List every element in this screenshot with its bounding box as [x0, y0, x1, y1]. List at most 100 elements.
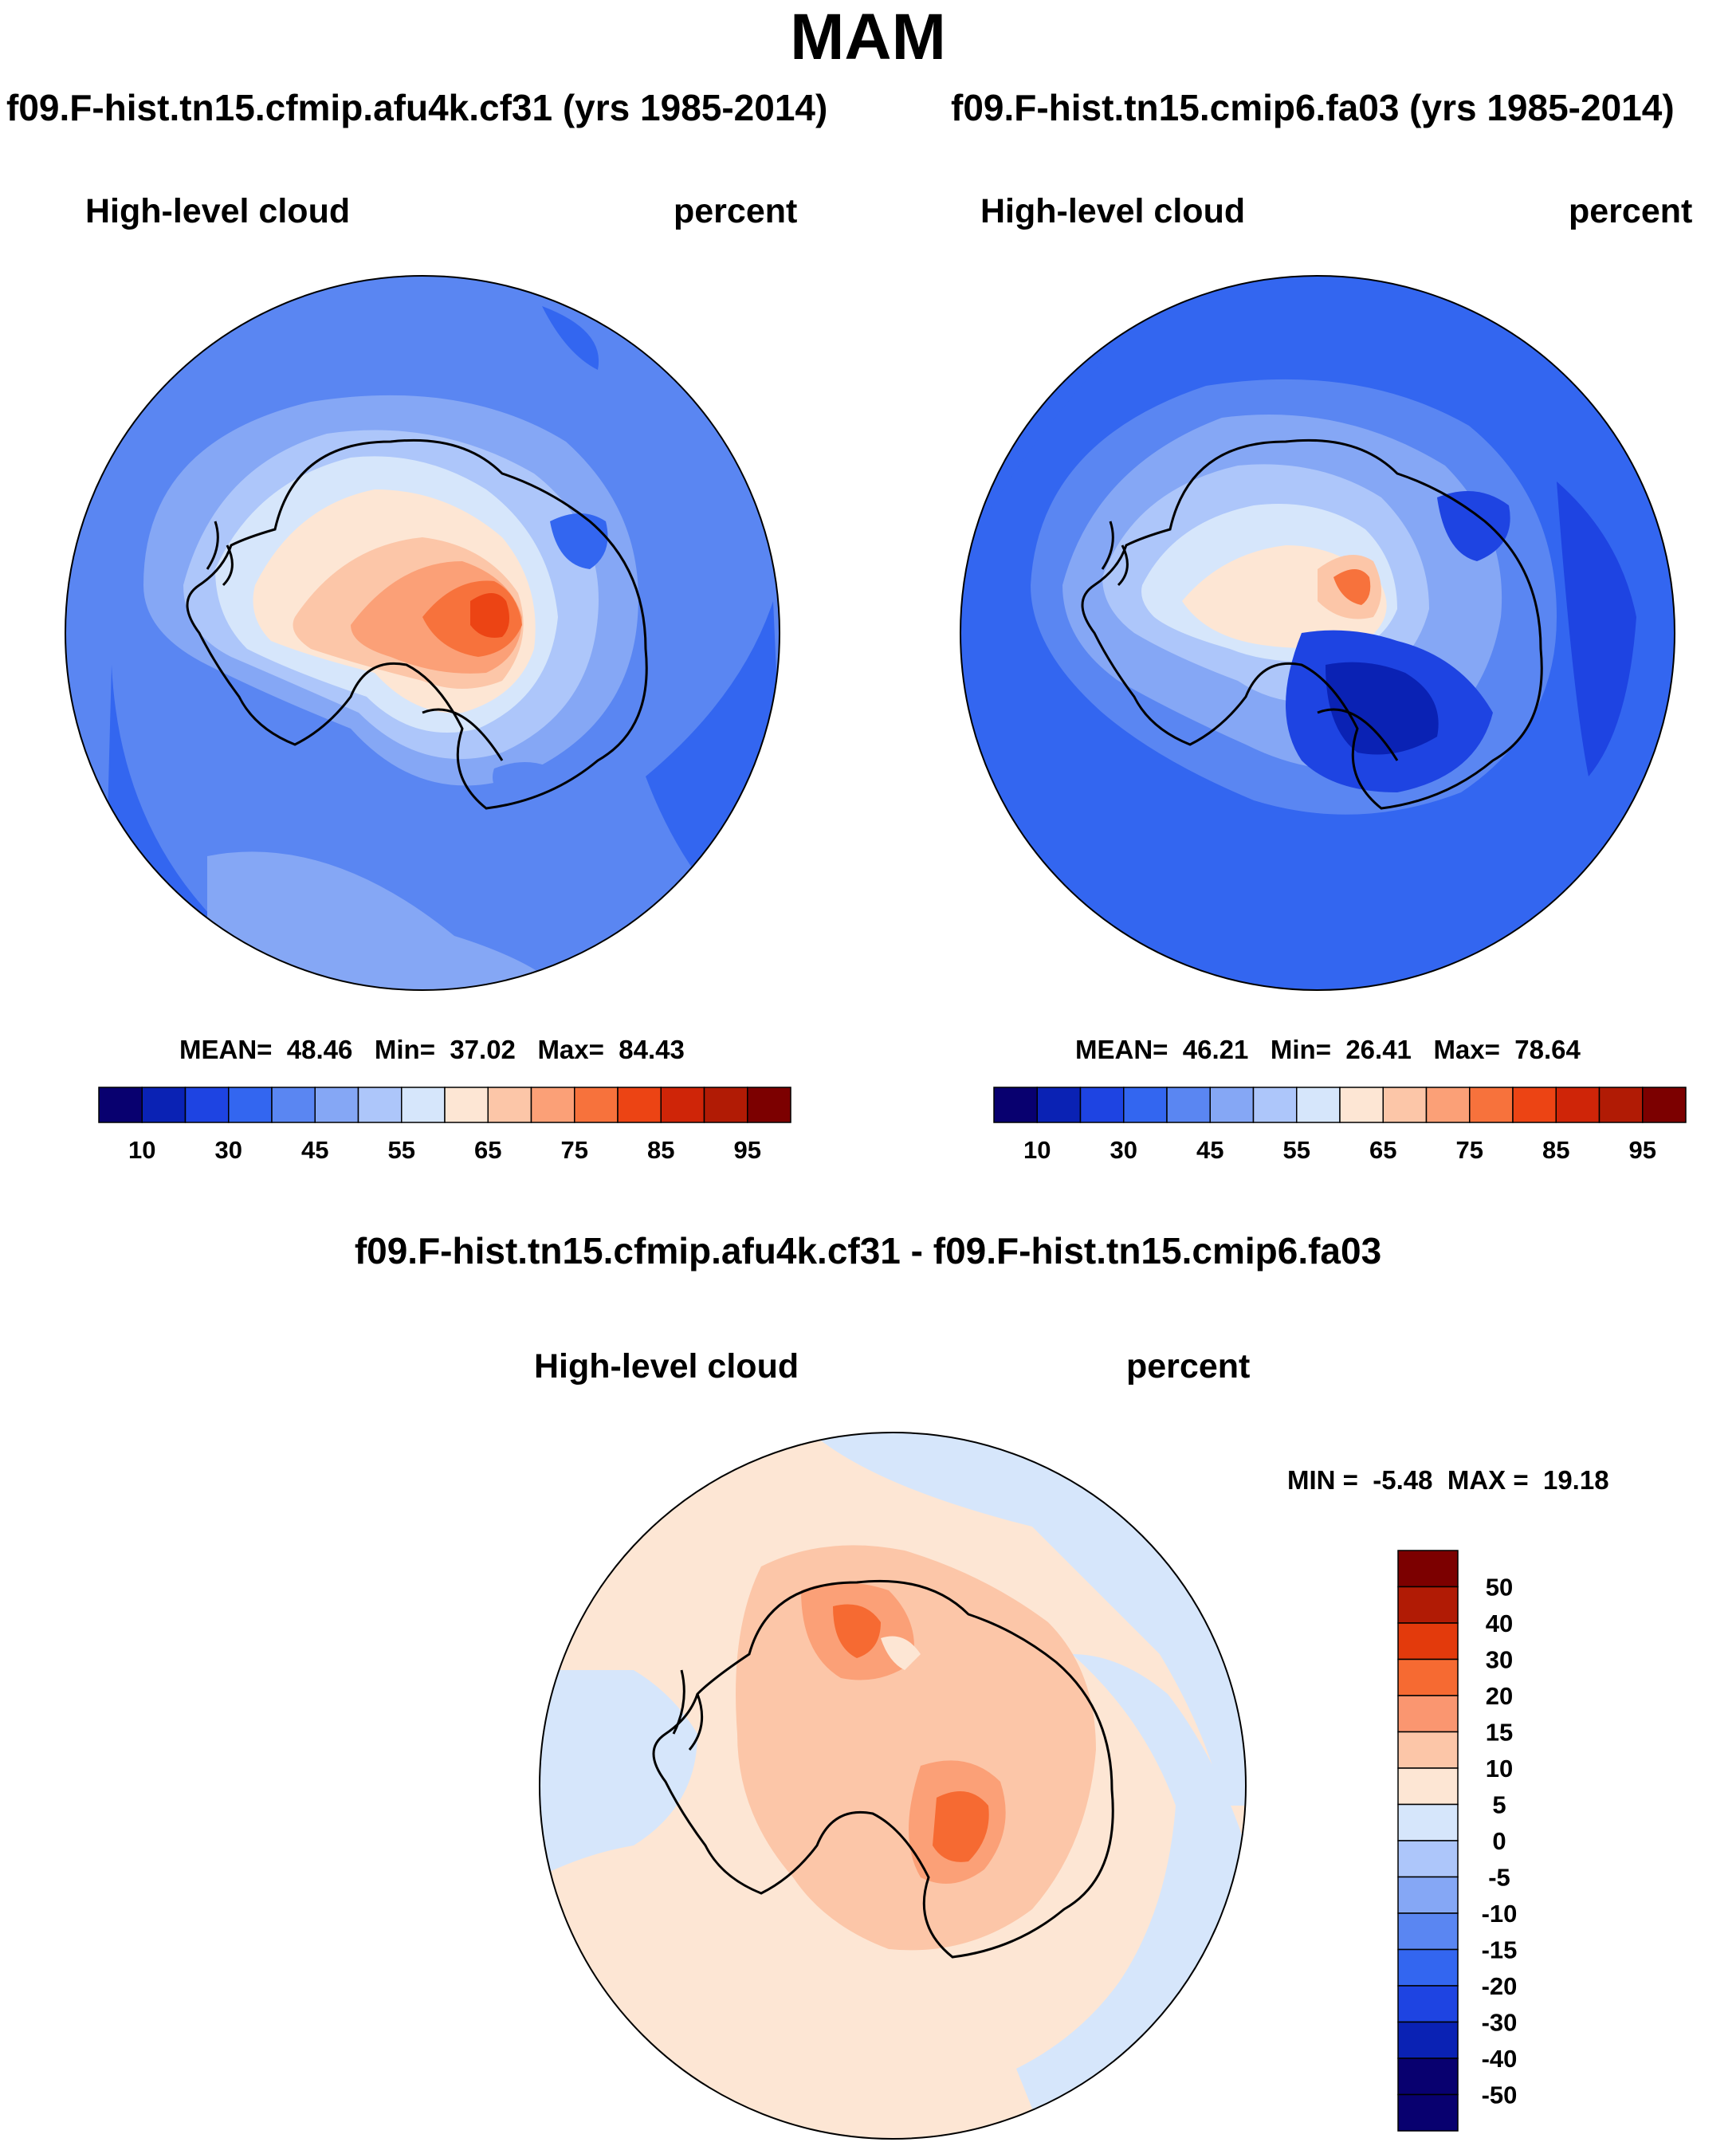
left-colorbar-swatch: [617, 1087, 662, 1123]
diff-colorbar-swatch: [1397, 1586, 1459, 1624]
diff-min-value: -5.48: [1373, 1465, 1433, 1495]
left-colorbar-swatch: [703, 1087, 748, 1123]
left-panel-title: f09.F-hist.tn15.cfmip.afu4k.cf31 (yrs 19…: [6, 87, 828, 128]
diff-colorbar-tick-label: -40: [1482, 2045, 1518, 2073]
right-max-label: Max=: [1433, 1035, 1500, 1064]
figure-title: MAM: [790, 1, 946, 73]
diff-colorbar-swatch: [1397, 1948, 1459, 1987]
diff-colorbar-tick-label: 10: [1486, 1755, 1513, 1782]
diff-colorbar-tick-label: -20: [1482, 1972, 1518, 2000]
left-colorbar-tick-label: 95: [734, 1136, 761, 1164]
right-min-label: Min=: [1270, 1035, 1331, 1064]
diff-map: [539, 1432, 1247, 2140]
right-colorbar-swatch: [1339, 1087, 1384, 1123]
left-colorbar-tick-label: 85: [647, 1136, 674, 1164]
left-variable-label: High-level cloud: [85, 192, 351, 230]
right-colorbar-tick-label: 95: [1629, 1136, 1656, 1164]
right-colorbar-swatch: [1123, 1087, 1168, 1123]
right-colorbar-swatch: [1209, 1087, 1255, 1123]
diff-colorbar-swatch: [1397, 2058, 1459, 2096]
diff-colorbar-swatch: [1397, 1803, 1459, 1841]
diff-variable-label: High-level cloud: [534, 1347, 799, 1385]
left-min-value: 37.02: [450, 1035, 516, 1064]
diff-colorbar-tick-label: -15: [1482, 1936, 1518, 1964]
left-colorbar-swatch: [401, 1087, 446, 1123]
left-colorbar-swatch: [660, 1087, 705, 1123]
right-colorbar-swatch: [993, 1087, 1038, 1123]
diff-panel-title: f09.F-hist.tn15.cfmip.afu4k.cf31 - f09.F…: [354, 1230, 1382, 1271]
left-colorbar-swatch: [357, 1087, 403, 1123]
left-colorbar-swatch: [184, 1087, 230, 1123]
diff-colorbar-tick-label: 15: [1486, 1719, 1513, 1747]
right-mean-label: MEAN=: [1075, 1035, 1168, 1064]
diff-minmax: MIN = -5.48 MAX = 19.18: [1287, 1467, 1609, 1493]
left-colorbar-swatch: [271, 1087, 316, 1123]
left-colorbar-tick-label: 30: [215, 1136, 242, 1164]
left-colorbar-swatch: [530, 1087, 575, 1123]
left-map: [65, 275, 780, 991]
right-units-label: percent: [1569, 192, 1693, 230]
left-min-label: Min=: [374, 1035, 435, 1064]
diff-colorbar-tick-label: -30: [1482, 2009, 1518, 2037]
diff-max-value: 19.18: [1542, 1465, 1609, 1495]
diff-colorbar-tick-label: -5: [1488, 1864, 1510, 1892]
diff-colorbar-swatch: [1397, 1767, 1459, 1806]
left-colorbar-swatch: [141, 1087, 187, 1123]
right-colorbar-swatch: [1166, 1087, 1211, 1123]
diff-colorbar-swatch: [1397, 2021, 1459, 2059]
left-units-label: percent: [674, 192, 798, 230]
right-colorbar-swatch: [1296, 1087, 1341, 1123]
diff-colorbar-swatch: [1397, 1840, 1459, 1878]
diff-colorbar-swatch: [1397, 1695, 1459, 1733]
right-colorbar: 10 30 45 55 65 75 85 95: [993, 1087, 1687, 1164]
left-max-label: Max=: [537, 1035, 604, 1064]
right-colorbar-swatch: [1382, 1087, 1428, 1123]
left-stats: MEAN= 48.46 Min= 37.02 Max= 84.43: [179, 1036, 685, 1063]
left-colorbar-swatch: [314, 1087, 359, 1123]
right-panel-title: f09.F-hist.tn15.cmip6.fa03 (yrs 1985-201…: [951, 87, 1675, 128]
right-min-value: 26.41: [1345, 1035, 1412, 1064]
diff-colorbar-tick-label: 0: [1492, 1827, 1506, 1855]
left-max-value: 84.43: [619, 1035, 685, 1064]
right-colorbar-swatch: [1598, 1087, 1644, 1123]
diff-max-label: MAX =: [1447, 1465, 1529, 1495]
left-colorbar-tick-label: 65: [474, 1136, 501, 1164]
right-colorbar-tick-label: 45: [1196, 1136, 1223, 1164]
right-colorbar-swatch: [1555, 1087, 1600, 1123]
right-colorbar-tick-label: 65: [1369, 1136, 1396, 1164]
left-colorbar-swatch: [574, 1087, 619, 1123]
diff-colorbar-tick-label: 50: [1486, 1574, 1513, 1602]
left-mean-value: 48.46: [286, 1035, 353, 1064]
right-colorbar-swatch: [1252, 1087, 1298, 1123]
diff-colorbar-swatch: [1397, 1985, 1459, 2023]
diff-colorbar-swatch: [1397, 1912, 1459, 1951]
diff-colorbar-swatch: [1397, 1550, 1459, 1588]
right-colorbar-swatch: [1512, 1087, 1557, 1123]
left-mean-label: MEAN=: [179, 1035, 273, 1064]
right-colorbar-swatch: [1079, 1087, 1125, 1123]
right-colorbar-tick-label: 75: [1456, 1136, 1483, 1164]
left-colorbar-swatch: [98, 1087, 143, 1123]
right-variable-label: High-level cloud: [980, 192, 1246, 230]
right-colorbar-tick-label: 10: [1023, 1136, 1051, 1164]
diff-colorbar-swatch: [1397, 1876, 1459, 1914]
diff-min-label: MIN =: [1287, 1465, 1358, 1495]
right-colorbar-swatch: [1036, 1087, 1082, 1123]
diff-colorbar-tick-label: 5: [1492, 1791, 1506, 1819]
diff-colorbar-tick-label: 30: [1486, 1646, 1513, 1674]
left-colorbar: 10 30 45 55 65 75 85 95: [98, 1087, 791, 1164]
right-colorbar-tick-label: 85: [1542, 1136, 1569, 1164]
right-map: [960, 275, 1675, 991]
right-colorbar-tick-label: 30: [1110, 1136, 1137, 1164]
right-colorbar-swatch: [1425, 1087, 1471, 1123]
right-stats: MEAN= 46.21 Min= 26.41 Max= 78.64: [1075, 1036, 1581, 1063]
diff-colorbar-tick-label: 40: [1486, 1610, 1513, 1637]
diff-units-label: percent: [1126, 1347, 1251, 1385]
left-colorbar-tick-label: 55: [388, 1136, 415, 1164]
left-colorbar-swatch: [228, 1087, 273, 1123]
right-mean-value: 46.21: [1182, 1035, 1249, 1064]
diff-colorbar-swatch: [1397, 1731, 1459, 1769]
diff-colorbar-swatch: [1397, 2093, 1459, 2132]
right-colorbar-swatch: [1469, 1087, 1514, 1123]
